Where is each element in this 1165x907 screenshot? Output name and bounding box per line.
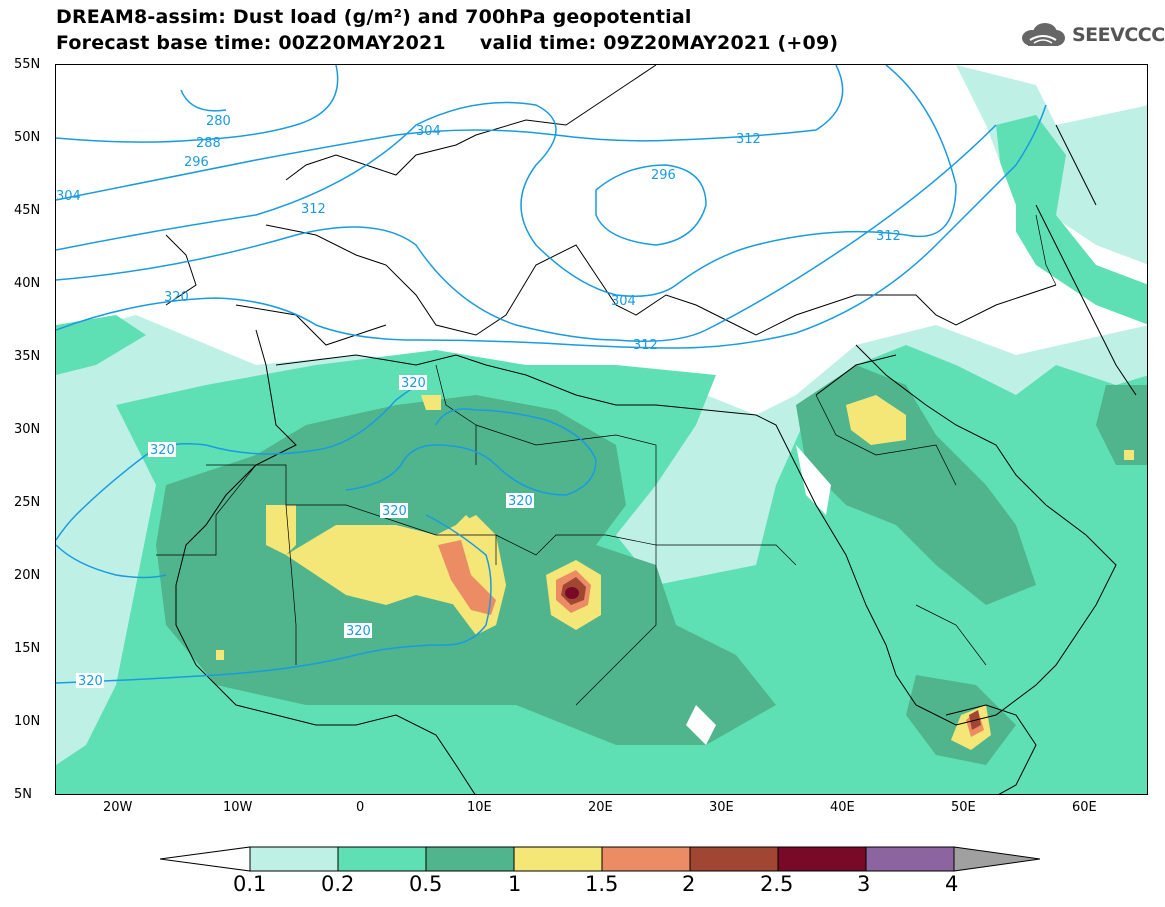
lat-label-10n: 10N: [14, 714, 41, 729]
contour-312-b: [56, 104, 1047, 349]
seevccc-logo: SEEVCCC: [1018, 22, 1165, 48]
colorbar-swatch-7: [865, 846, 955, 872]
colorbar-swatch-0: [249, 846, 339, 872]
contour-label: 320: [382, 504, 407, 519]
lon-label-20e: 20E: [588, 800, 613, 815]
colorbar-over-triangle: [953, 846, 1040, 872]
contour-label: 320: [508, 494, 533, 509]
lat-label-55n: 55N: [14, 57, 41, 72]
lat-label-45n: 45N: [14, 203, 41, 218]
colorbar-label: 1.5: [585, 872, 619, 896]
logo-text: SEEVCCC: [1072, 24, 1165, 46]
contour-label: 312: [736, 132, 761, 147]
contour-label: 296: [651, 168, 676, 183]
dust-colorbar: [160, 846, 1040, 872]
colorbar-swatch-1: [337, 846, 427, 872]
contour-label: 320: [346, 624, 371, 639]
colorbar-label: 0.5: [409, 872, 443, 896]
contour-280: [180, 89, 227, 112]
lat-label-30n: 30N: [14, 422, 41, 437]
dust-layer-2.5: [565, 587, 579, 599]
colorbar-label: 3: [857, 872, 871, 896]
lat-label-5n: 5N: [14, 787, 32, 802]
contour-320-central: [345, 408, 597, 496]
colorbar-label: 1: [508, 872, 522, 896]
contour-296-low: [595, 164, 707, 246]
geopotential-contours: [56, 65, 1047, 684]
contour-label: 288: [196, 136, 221, 151]
lon-label-10e: 10E: [467, 800, 492, 815]
colorbar-swatch-3: [513, 846, 603, 872]
lat-label-20n: 20N: [14, 568, 41, 583]
colorbar-swatch-4: [601, 846, 691, 872]
lon-label-10w: 10W: [223, 800, 253, 815]
colorbar-label: 2: [682, 872, 696, 896]
contour-label: 304: [56, 189, 81, 204]
cloud-logo-icon: [1022, 23, 1065, 46]
colorbar-label: 2.5: [760, 872, 794, 896]
contour-label: 296: [184, 155, 209, 170]
colorbar-label: 0.2: [321, 872, 355, 896]
contour-label: 320: [401, 376, 426, 391]
lon-label-50e: 50E: [951, 800, 976, 815]
lon-label-20w: 20W: [103, 800, 133, 815]
lon-label-60e: 60E: [1072, 800, 1097, 815]
contour-312: [56, 124, 997, 342]
contour-288: [56, 65, 339, 143]
coastlines: [165, 65, 1137, 794]
lat-label-35n: 35N: [14, 349, 41, 364]
lat-label-50n: 50N: [14, 130, 41, 145]
colorbar-under-triangle: [160, 846, 251, 872]
dust-load-map: 280 288 296 304 312 296 304 312 312 304 …: [56, 65, 1147, 794]
contour-labels: 280 288 296 304 312 296 304 312 312 304 …: [56, 114, 901, 353]
map-panel: 280 288 296 304 312 296 304 312 312 304 …: [55, 64, 1148, 795]
contour-label: 312: [301, 202, 326, 217]
contour-label: 320: [164, 290, 189, 305]
contour-label: 320: [150, 443, 175, 458]
lat-label-25n: 25N: [14, 495, 41, 510]
colorbar-label: 0.1: [233, 872, 267, 896]
contour-320-w2: [56, 544, 167, 579]
lon-label-0: 0: [356, 800, 365, 815]
contour-label: 280: [206, 114, 231, 129]
map-title: DREAM8-assim: Dust load (g/m²) and 700hP…: [56, 6, 692, 28]
clear-area: [56, 65, 1016, 745]
contour-304: [56, 65, 957, 297]
colorbar-swatch-2: [425, 846, 515, 872]
colorbar-swatch-6: [777, 846, 867, 872]
contour-label: 312: [876, 229, 901, 244]
boxed-contour-labels: 320 320 320 320 320 320: [76, 375, 534, 689]
contour-label: 312: [633, 338, 658, 353]
contour-label: 320: [78, 674, 103, 689]
contour-320-west: [56, 379, 427, 541]
lon-label-40e: 40E: [830, 800, 855, 815]
colorbar-label: 4: [945, 872, 959, 896]
contour-label: 304: [416, 124, 441, 139]
contour-label: 304: [611, 294, 636, 309]
country-borders: [156, 214, 1057, 706]
colorbar-swatch-5: [689, 846, 779, 872]
map-subtitle: Forecast base time: 00Z20MAY2021 valid t…: [56, 32, 839, 54]
lat-label-40n: 40N: [14, 276, 41, 291]
lat-label-15n: 15N: [14, 641, 41, 656]
contour-296: [56, 65, 844, 201]
lon-label-30e: 30E: [709, 800, 734, 815]
contour-320-south: [56, 514, 492, 684]
